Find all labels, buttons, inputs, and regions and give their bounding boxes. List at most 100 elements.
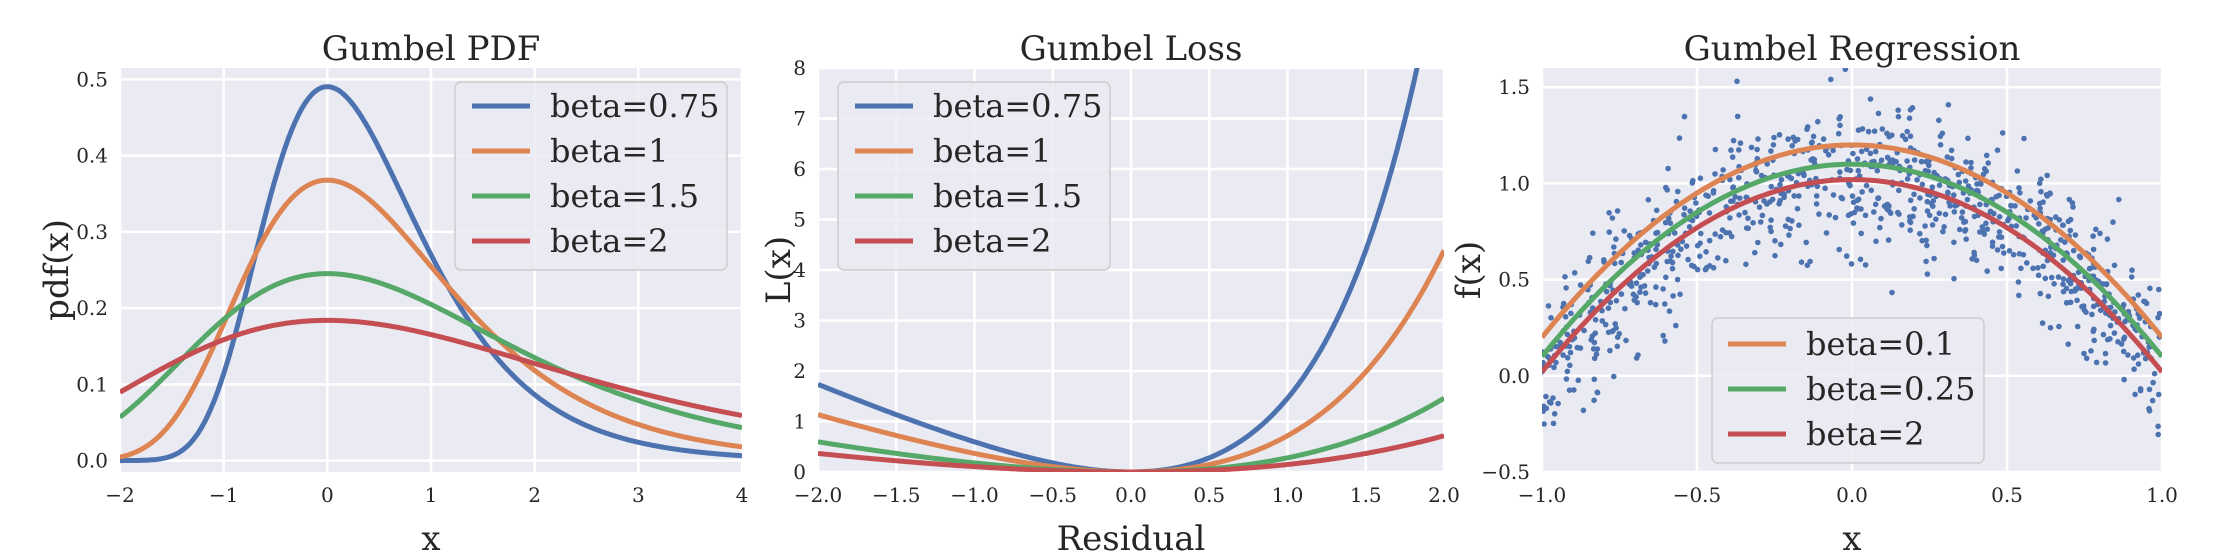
scatter-point	[1930, 198, 1937, 204]
scatter-point	[1837, 169, 1843, 175]
scatter-point	[1936, 210, 1943, 217]
scatter-point	[1782, 223, 1789, 229]
x-axis-label: Residual	[1057, 519, 1206, 556]
scatter-point	[1585, 258, 1592, 265]
scatter-point	[2135, 361, 2142, 367]
scatter-point	[1863, 182, 1870, 189]
scatter-point	[2039, 320, 2046, 326]
scatter-point	[1849, 193, 1856, 199]
panel-gumbel-pdf: −2 −1 0 1 2 3 4 0.0 0.1 0.2 0.3 0.4 0.5 Gumbel PDF x…	[37, 29, 748, 556]
y-axis-label: f(x)	[1449, 241, 1489, 299]
scatter-point	[1653, 284, 1659, 290]
scatter-point	[2072, 232, 2079, 238]
scatter-point	[1878, 157, 1885, 163]
scatter-point	[1743, 225, 1750, 231]
scatter-point	[2121, 376, 2127, 383]
scatter-point	[1796, 222, 1802, 228]
scatter-point	[1857, 256, 1864, 263]
scatter-point	[1710, 187, 1717, 194]
scatter-point	[1907, 197, 1914, 204]
y-tick-label: 0.5	[1498, 268, 1530, 292]
scatter-point	[1671, 230, 1678, 236]
x-tick-label: 4	[736, 483, 749, 507]
scatter-point	[1550, 420, 1557, 427]
scatter-point	[2155, 423, 2161, 430]
scatter-point	[1768, 183, 1775, 190]
scatter-point	[2035, 265, 2041, 271]
scatter-point	[2083, 355, 2090, 362]
scatter-point	[1778, 176, 1785, 183]
scatter-point	[1965, 135, 1971, 142]
scatter-point	[1567, 349, 1574, 356]
scatter-point	[1777, 181, 1783, 188]
scatter-point	[1895, 113, 1902, 120]
scatter-point	[1737, 140, 1744, 146]
legend-label: beta=0.1	[1806, 325, 1955, 363]
scatter-point	[1789, 218, 1795, 224]
scatter-point	[1999, 130, 2006, 136]
x-tick-label: 3	[632, 483, 645, 507]
y-axis-label: pdf(x)	[37, 219, 77, 321]
scatter-point	[1590, 346, 1597, 352]
y-tick-label: 6	[793, 157, 806, 181]
x-tick-label: −1	[209, 483, 238, 507]
scatter-point	[1983, 220, 1989, 227]
scatter-point	[1723, 257, 1729, 264]
scatter-point	[1662, 338, 1668, 344]
scatter-point	[1591, 355, 1598, 362]
scatter-point	[1675, 252, 1681, 259]
legend-label: beta=0.25	[1806, 370, 1975, 408]
scatter-point	[1862, 212, 1869, 219]
scatter-point	[1832, 214, 1839, 221]
scatter-point	[1712, 146, 1719, 153]
scatter-point	[2074, 297, 2080, 304]
legend-label: beta=1.5	[933, 177, 1082, 215]
scatter-point	[1796, 193, 1802, 199]
scatter-point	[1887, 210, 1894, 216]
scatter-point	[1703, 249, 1709, 255]
scatter-point	[2018, 265, 2024, 272]
y-tick-label: 1.0	[1498, 171, 1530, 195]
scatter-point	[1681, 113, 1688, 120]
scatter-point	[1687, 208, 1693, 214]
scatter-point	[1989, 239, 1996, 246]
scatter-point	[1911, 157, 1918, 163]
scatter-point	[1638, 284, 1644, 291]
scatter-point	[1944, 154, 1951, 160]
scatter-point	[1815, 118, 1821, 125]
scatter-point	[2067, 227, 2074, 234]
scatter-point	[2116, 196, 2122, 203]
scatter-point	[1962, 178, 1969, 184]
scatter-point	[1948, 147, 1955, 154]
scatter-point	[1606, 210, 1612, 216]
scatter-point	[1826, 212, 1832, 218]
scatter-point	[1951, 239, 1957, 246]
scatter-point	[1964, 196, 1971, 203]
scatter-point	[1750, 220, 1756, 226]
scatter-point	[1989, 243, 1996, 249]
scatter-point	[1591, 397, 1597, 404]
scatter-point	[1691, 263, 1697, 270]
scatter-point	[1616, 330, 1622, 337]
scatter-point	[1689, 180, 1696, 186]
scatter-point	[1996, 234, 2002, 240]
scatter-point	[2037, 290, 2044, 297]
legend-label: beta=0.75	[933, 87, 1102, 125]
scatter-point	[2102, 360, 2109, 366]
tick-labels: −1.0 −0.5 0.0 0.5 1.0−0.50.00.51.01.5	[1481, 75, 2177, 507]
scatter-point	[1560, 300, 1567, 307]
scatter-point	[2051, 281, 2057, 287]
scatter-point	[1889, 157, 1896, 163]
scatter-point	[1941, 224, 1947, 230]
scatter-point	[1867, 150, 1874, 157]
scatter-point	[1703, 264, 1710, 271]
scatter-point	[1830, 147, 1836, 154]
scatter-point	[1945, 190, 1951, 197]
scatter-point	[1956, 179, 1963, 186]
scatter-point	[1729, 154, 1736, 160]
series-line-beta=0.75	[120, 84, 742, 464]
scatter-point	[1602, 321, 1609, 328]
scatter-point	[1772, 238, 1778, 244]
scatter-point	[1776, 132, 1783, 138]
scatter-point	[2102, 350, 2109, 357]
